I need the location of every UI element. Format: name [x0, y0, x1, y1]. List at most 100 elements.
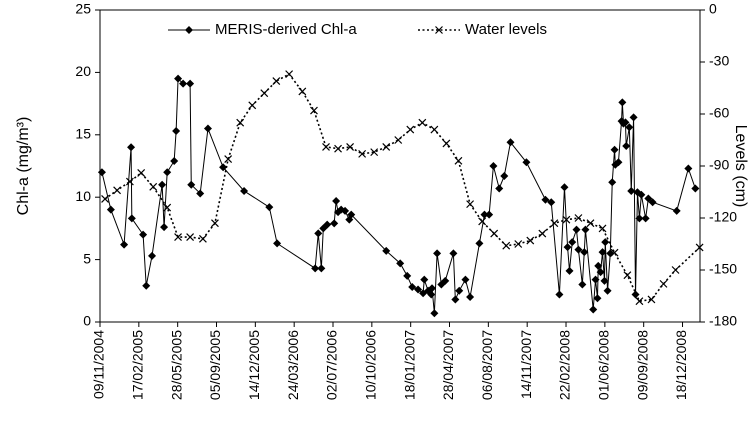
data-point — [598, 248, 607, 257]
data-point — [455, 286, 464, 295]
data-point — [514, 240, 523, 248]
data-point — [322, 143, 330, 151]
data-point — [420, 275, 429, 284]
data-point — [593, 294, 602, 303]
data-point — [442, 139, 451, 148]
data-point — [285, 70, 294, 79]
x-tick-label: 10/10/2006 — [363, 330, 379, 400]
data-point — [273, 239, 282, 248]
data-point — [311, 264, 320, 273]
y2-tick-label: -120 — [709, 209, 737, 225]
data-point — [433, 249, 442, 258]
data-point — [562, 215, 571, 224]
data-point — [406, 125, 415, 134]
data-point — [430, 125, 439, 134]
data-point — [137, 169, 146, 177]
data-point — [310, 106, 318, 115]
y-tick-label: 10 — [75, 188, 91, 204]
data-point — [125, 177, 134, 186]
data-point — [625, 123, 634, 132]
data-point — [341, 206, 350, 215]
data-point — [441, 276, 450, 285]
x-tick-label: 22/02/2008 — [557, 330, 573, 400]
data-point — [148, 251, 157, 260]
data-point — [260, 89, 269, 98]
data-point — [224, 155, 233, 163]
data-point — [591, 275, 600, 284]
y2-tick-label: -90 — [709, 157, 729, 173]
data-point — [163, 168, 172, 177]
x-tick-label: 18/01/2007 — [401, 330, 417, 400]
data-point — [635, 297, 644, 306]
data-point — [198, 234, 207, 243]
data-point — [454, 156, 463, 165]
data-point — [127, 214, 136, 223]
data-point — [618, 98, 627, 107]
data-point — [594, 261, 603, 270]
data-point — [451, 295, 460, 304]
data-point — [574, 245, 583, 254]
data-point — [248, 101, 257, 110]
y2-tick-label: -150 — [709, 261, 737, 277]
data-point — [550, 219, 559, 228]
data-point — [522, 158, 531, 167]
data-point — [396, 259, 405, 268]
data-point — [610, 145, 619, 154]
data-point — [480, 210, 489, 219]
x-tick-label: 24/03/2006 — [285, 330, 301, 400]
data-point — [635, 214, 644, 223]
data-point — [466, 293, 475, 302]
y-tick-label: 20 — [75, 63, 91, 79]
x-tick-label: 28/05/2005 — [168, 330, 184, 400]
data-point — [101, 195, 109, 203]
data-point — [428, 284, 437, 293]
data-point — [174, 233, 182, 241]
data-point — [648, 198, 657, 207]
y-tick-label: 25 — [75, 1, 91, 17]
y-tick-label: 15 — [75, 126, 91, 142]
legend-label: Water levels — [465, 21, 547, 38]
data-point — [418, 118, 427, 127]
x-tick-label: 09/09/2008 — [634, 330, 650, 400]
data-point — [334, 144, 342, 153]
x-tick-label: 06/08/2007 — [479, 330, 495, 400]
data-point — [358, 149, 367, 158]
data-point — [600, 276, 609, 285]
data-point — [317, 264, 326, 273]
data-point — [113, 186, 122, 195]
data-point — [555, 290, 564, 299]
data-point — [160, 223, 169, 232]
series-line — [101, 77, 696, 314]
data-point — [489, 162, 498, 170]
data-point — [330, 219, 339, 228]
data-point — [538, 229, 547, 238]
data-point — [97, 168, 106, 177]
data-point — [563, 243, 572, 252]
x-tick-label: 01/06/2008 — [596, 330, 612, 400]
data-point — [490, 229, 499, 238]
data-point — [461, 275, 470, 284]
data-point — [219, 163, 228, 172]
data-point — [603, 286, 612, 295]
data-point — [647, 295, 656, 304]
plot-frame — [99, 9, 701, 323]
data-point — [586, 219, 595, 228]
data-point — [578, 280, 587, 289]
data-point — [478, 217, 487, 226]
legend-label: MERIS-derived Chl-a — [215, 21, 357, 38]
x-tick-label: 14/12/2005 — [246, 330, 262, 400]
data-point — [623, 271, 632, 280]
data-point — [394, 136, 403, 144]
y2-axis-title: Levels (cm) — [732, 125, 749, 208]
data-point — [211, 219, 219, 228]
data-point — [158, 180, 167, 189]
data-point — [240, 186, 249, 195]
data-point — [572, 225, 581, 234]
data-point — [179, 79, 188, 88]
y2-tick-label: 0 — [709, 1, 717, 17]
data-point — [127, 143, 136, 152]
data-point — [568, 238, 577, 247]
data-point — [403, 271, 412, 280]
data-point — [644, 194, 653, 203]
data-point — [170, 157, 179, 166]
